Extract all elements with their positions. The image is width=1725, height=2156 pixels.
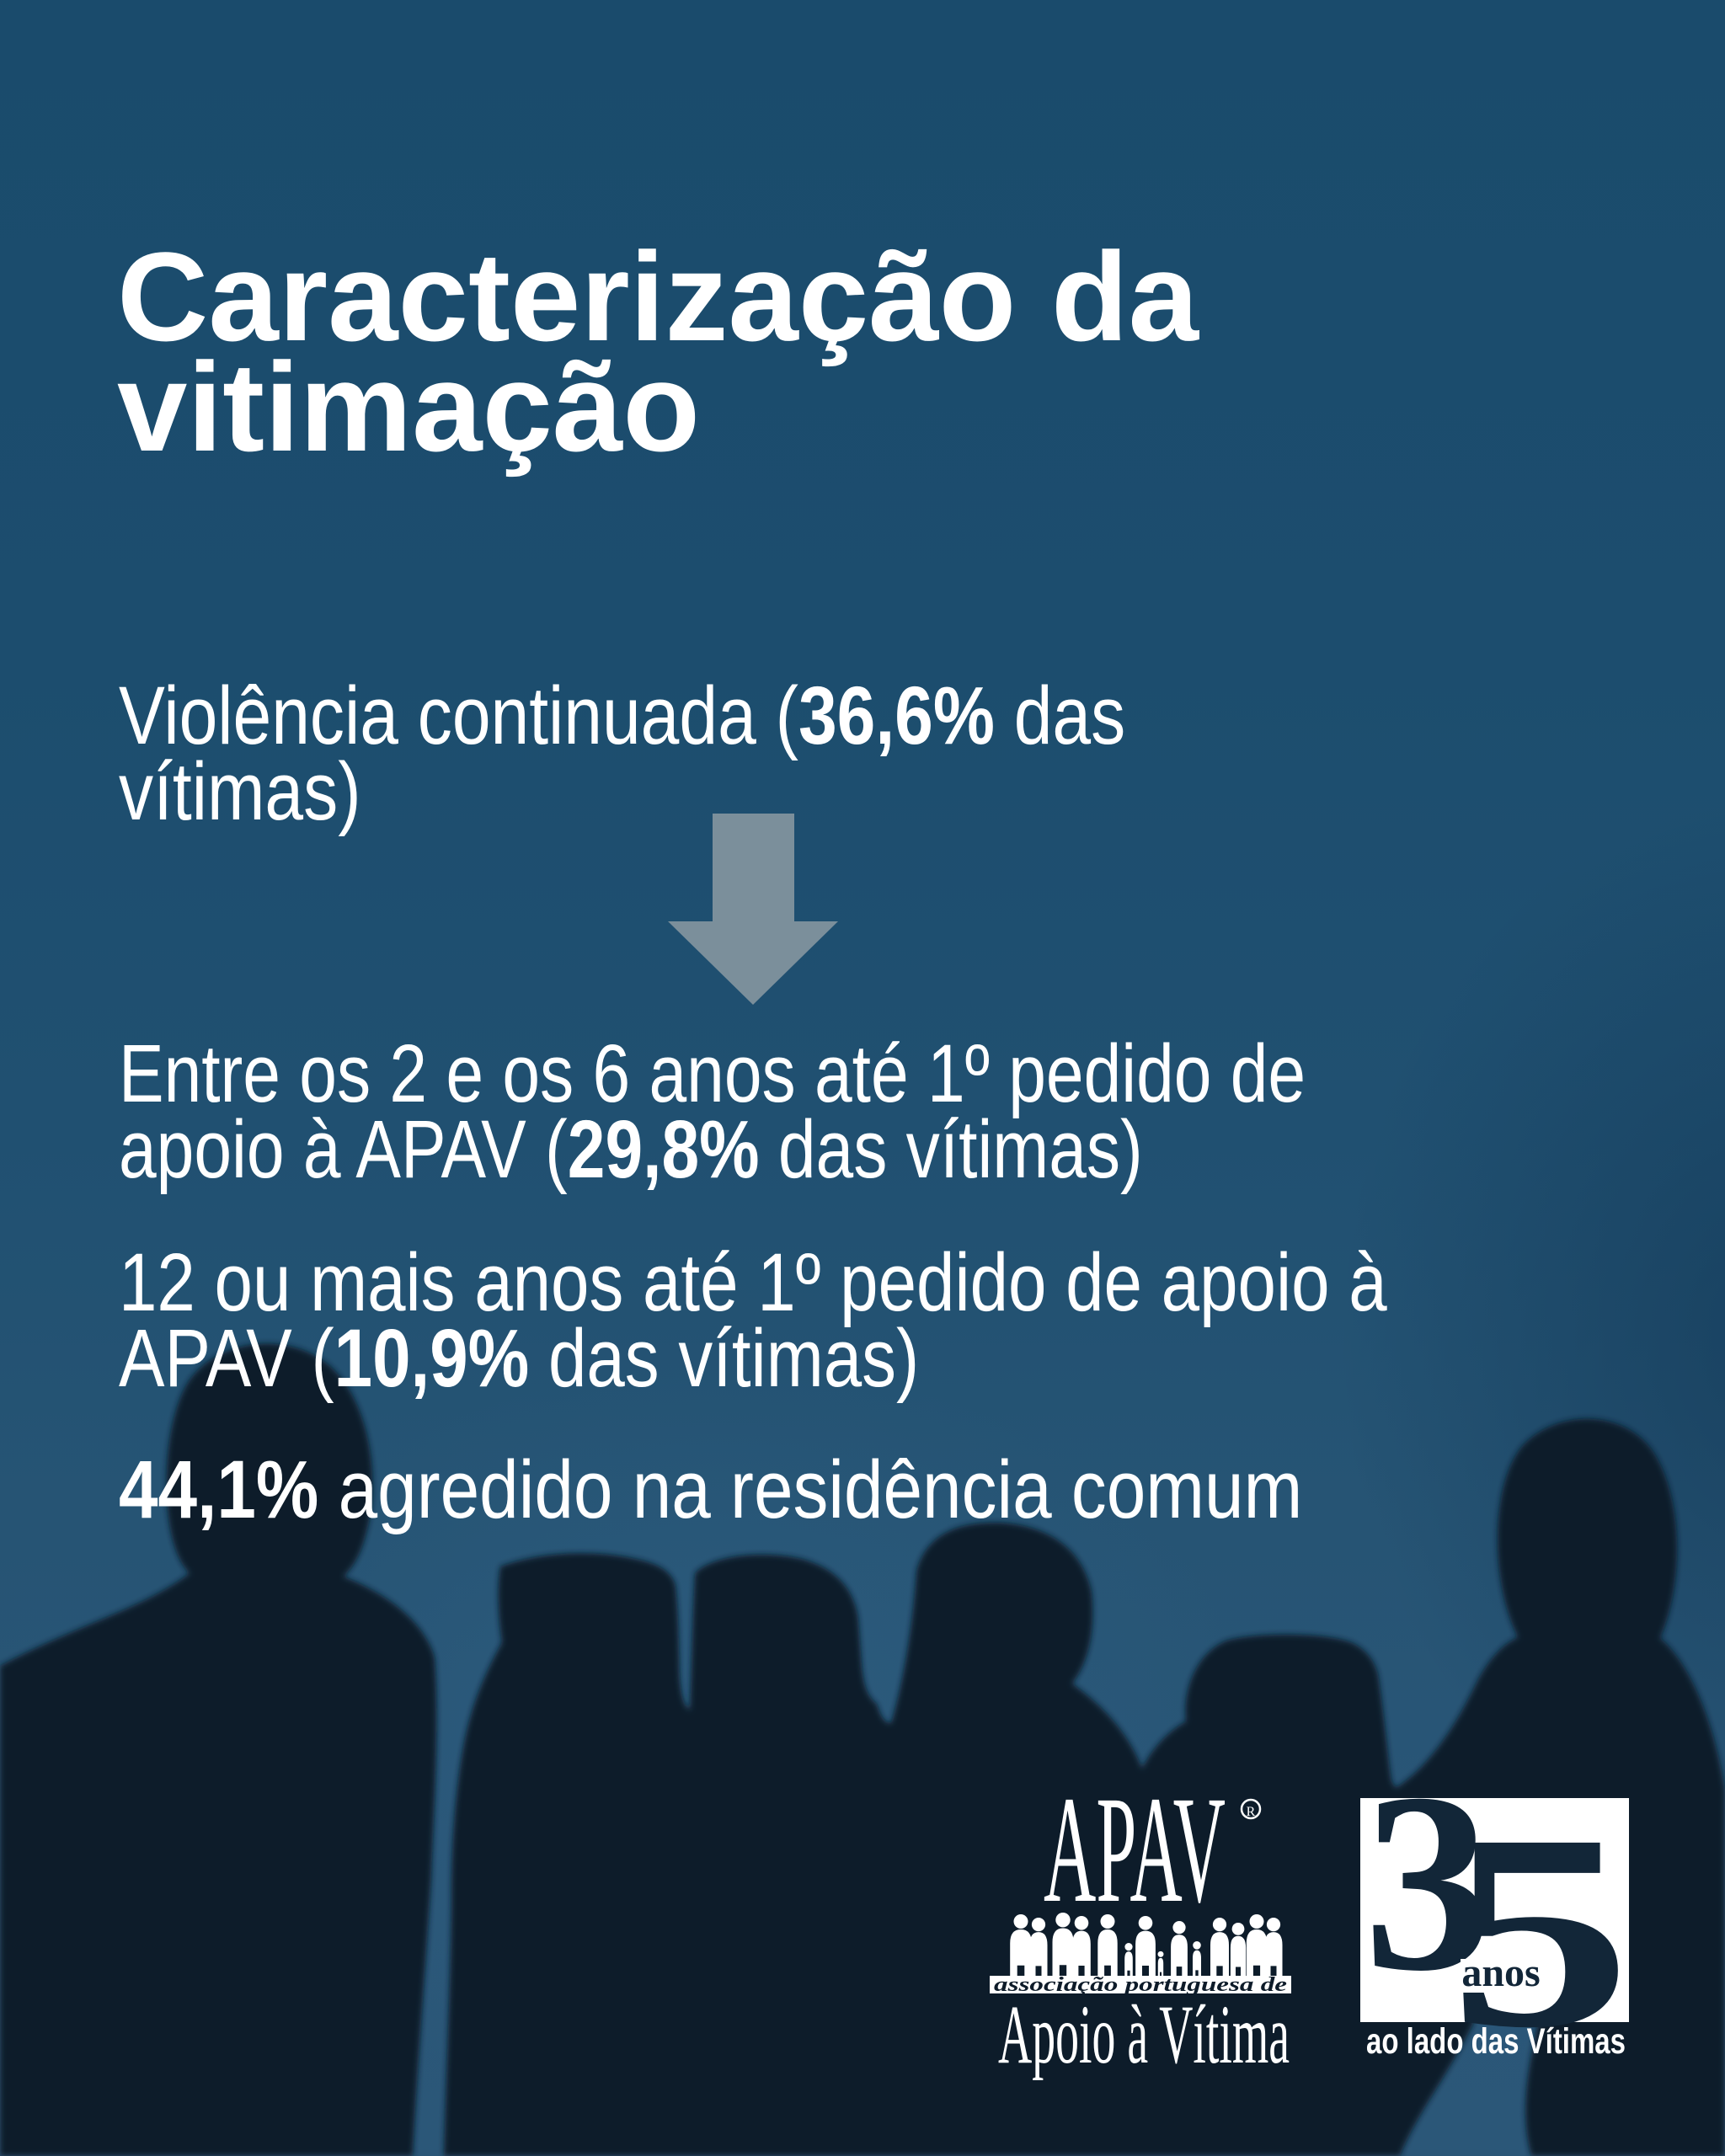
svg-text:Apoio à Vítima: Apoio à Vítima	[998, 1988, 1290, 2081]
svg-text:ao lado das Vítimas: ao lado das Vítimas	[1366, 2021, 1626, 2062]
svg-text:APAV: APAV	[1044, 1765, 1226, 1935]
svg-text:anos: anos	[1461, 1951, 1540, 1995]
svg-text:R: R	[1247, 1805, 1256, 1819]
svg-text:5: 5	[1448, 1777, 1632, 2085]
svg-text:associação portuguesa de: associação portuguesa de	[994, 1974, 1287, 1996]
